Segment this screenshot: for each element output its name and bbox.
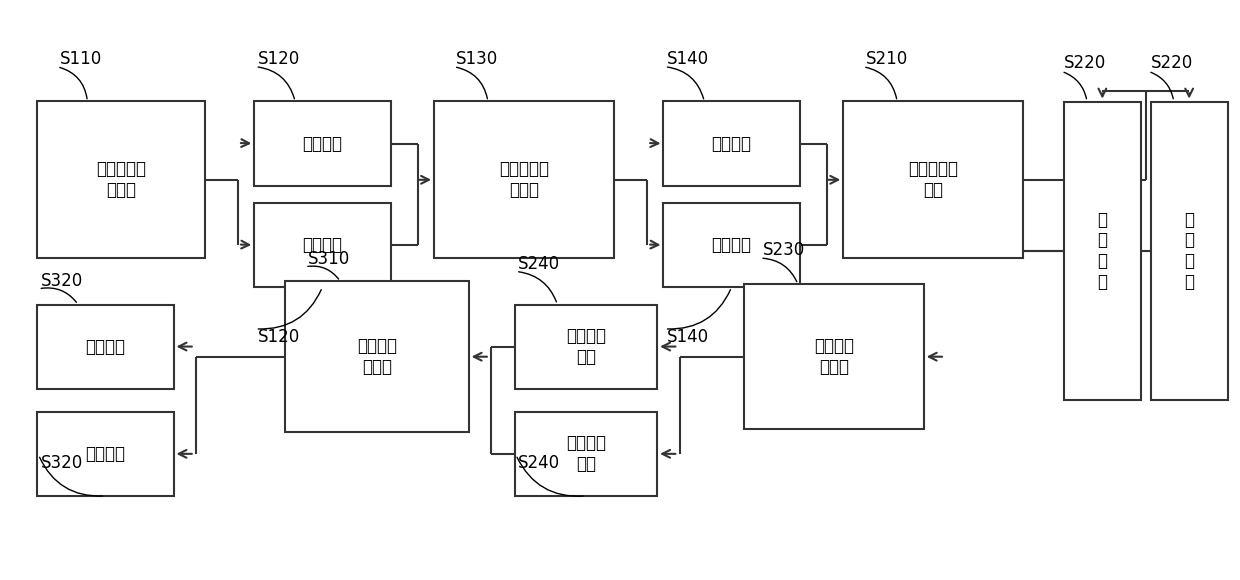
Text: 镀
膜
工
艺: 镀 膜 工 艺	[1097, 211, 1107, 291]
Text: S320: S320	[41, 272, 83, 290]
Text: 镀
膜
工
艺: 镀 膜 工 艺	[1184, 211, 1194, 291]
Text: S140: S140	[667, 328, 709, 346]
FancyBboxPatch shape	[254, 203, 391, 287]
Text: 印刷烧结
工艺: 印刷烧结 工艺	[565, 434, 606, 473]
FancyBboxPatch shape	[434, 102, 614, 258]
FancyBboxPatch shape	[515, 304, 657, 389]
Text: 厚度检测
并分类: 厚度检测 并分类	[813, 338, 854, 376]
Text: S310: S310	[308, 250, 350, 268]
Text: S110: S110	[60, 50, 102, 68]
Text: S210: S210	[866, 50, 908, 68]
FancyBboxPatch shape	[1064, 102, 1141, 400]
FancyBboxPatch shape	[285, 281, 469, 432]
FancyBboxPatch shape	[515, 412, 657, 496]
FancyBboxPatch shape	[663, 203, 800, 287]
FancyBboxPatch shape	[843, 102, 1023, 258]
Text: S120: S120	[258, 50, 300, 68]
Text: 方阻检测并
分类: 方阻检测并 分类	[908, 161, 959, 199]
FancyBboxPatch shape	[37, 102, 205, 258]
Text: 印刷烧结
工艺: 印刷烧结 工艺	[565, 327, 606, 366]
FancyBboxPatch shape	[663, 102, 800, 186]
Text: S120: S120	[258, 328, 300, 346]
Text: 扩散工艺: 扩散工艺	[712, 236, 751, 254]
Text: S240: S240	[518, 454, 560, 472]
Text: 制绒工艺: 制绒工艺	[303, 135, 342, 153]
FancyBboxPatch shape	[744, 284, 924, 429]
FancyBboxPatch shape	[254, 102, 391, 186]
Text: 组件工艺: 组件工艺	[86, 445, 125, 463]
Text: S130: S130	[456, 50, 498, 68]
Text: S220: S220	[1151, 55, 1193, 72]
Text: S240: S240	[518, 255, 560, 273]
Text: 组件工艺: 组件工艺	[86, 338, 125, 356]
Text: 电阻率检测
并分类: 电阻率检测 并分类	[498, 161, 549, 199]
FancyBboxPatch shape	[37, 304, 174, 389]
Text: S220: S220	[1064, 55, 1106, 72]
FancyBboxPatch shape	[37, 412, 174, 496]
FancyBboxPatch shape	[1151, 102, 1228, 400]
Text: S140: S140	[667, 50, 709, 68]
Text: S230: S230	[763, 241, 805, 259]
Text: 损伤层检测
并分类: 损伤层检测 并分类	[95, 161, 146, 199]
Text: 颜色检测
并分类: 颜色检测 并分类	[357, 338, 397, 376]
Text: S320: S320	[41, 454, 83, 472]
Text: 扩散工艺: 扩散工艺	[712, 135, 751, 153]
Text: 制绒工艺: 制绒工艺	[303, 236, 342, 254]
